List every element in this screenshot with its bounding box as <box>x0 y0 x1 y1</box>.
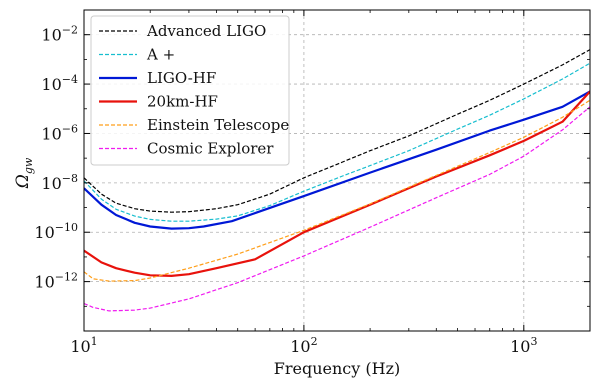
series-layer <box>84 49 590 312</box>
y-tick-label-exp: −10 <box>55 221 78 234</box>
y-tick-label: 10−4 <box>41 73 78 94</box>
legend-label: Advanced LIGO <box>146 22 266 40</box>
plot-frame <box>83 9 591 332</box>
legend: Advanced LIGO A + LIGO-HF 20km-HF Einstein T… <box>90 15 290 166</box>
x-tick-label-base: 10 <box>290 337 310 356</box>
y-tick-label-base: 10 <box>34 223 54 242</box>
y-tick-label-base: 10 <box>41 124 61 143</box>
y-tick-label-exp: −12 <box>55 271 78 284</box>
y-axis-label: Ωgw <box>13 157 35 189</box>
x-tick-label-base: 10 <box>70 337 90 356</box>
series-line-a <box>84 62 590 222</box>
y-tick-label: 10−2 <box>41 24 78 45</box>
y-tick-label-exp: −2 <box>62 24 78 37</box>
y-tick-label-exp: −6 <box>62 122 78 135</box>
y-axis-label-sub: gw <box>22 157 35 174</box>
legend-label: Einstein Telescope <box>147 116 289 134</box>
y-tick-label-base: 10 <box>34 273 54 292</box>
legend-box <box>90 15 290 166</box>
y-tick-label-base: 10 <box>41 174 61 193</box>
y-tick-label: 10−8 <box>41 172 78 193</box>
y-axis-label-base: Ω <box>13 174 33 189</box>
y-tick-label-exp: −4 <box>62 73 78 86</box>
legend-label: 20km-HF <box>147 93 218 111</box>
y-tick-label: 10−12 <box>34 271 78 292</box>
y-tick-label-base: 10 <box>41 75 61 94</box>
legend-label: LIGO-HF <box>147 69 216 87</box>
x-tick-label: 101 <box>70 335 97 356</box>
series-line-ligo-hf <box>84 90 590 230</box>
x-axis-label: Frequency (Hz) <box>274 359 401 378</box>
y-tick-label-base: 10 <box>41 26 61 45</box>
y-tick-label: 10−6 <box>41 122 78 143</box>
series-line-cosmic-explorer <box>84 106 590 312</box>
x-tick-label: 102 <box>290 335 317 356</box>
y-tick-label: 10−10 <box>34 221 78 242</box>
legend-label: Cosmic Explorer <box>147 140 274 158</box>
series-line-20km-hf <box>84 90 590 277</box>
series-line-advanced-ligo <box>84 49 590 213</box>
series-line-einstein-telescope <box>84 99 590 282</box>
x-tick-label-exp: 2 <box>311 335 318 348</box>
x-tick-label: 103 <box>510 335 537 356</box>
x-tick-label-exp: 3 <box>530 335 537 348</box>
y-tick-label-exp: −8 <box>62 172 78 185</box>
legend-label: A + <box>146 46 175 64</box>
x-tick-label-base: 10 <box>510 337 530 356</box>
x-tick-label-exp: 1 <box>91 335 98 348</box>
